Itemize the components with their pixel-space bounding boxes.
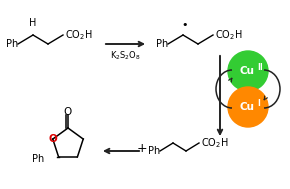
- Text: +: +: [137, 142, 147, 154]
- Text: Ph: Ph: [148, 146, 160, 156]
- Text: II: II: [257, 63, 263, 71]
- Text: Ph: Ph: [6, 39, 18, 49]
- Text: I: I: [257, 98, 260, 108]
- Text: Cu: Cu: [240, 102, 255, 112]
- Text: CO$_2$H: CO$_2$H: [201, 136, 229, 150]
- Text: O: O: [48, 134, 57, 144]
- Circle shape: [228, 87, 268, 127]
- Text: Ph: Ph: [156, 39, 168, 49]
- Text: CO$_2$H: CO$_2$H: [215, 28, 243, 42]
- Text: Ph: Ph: [32, 154, 45, 164]
- Text: Cu: Cu: [240, 66, 255, 76]
- Text: CO$_2$H: CO$_2$H: [65, 28, 93, 42]
- Text: H: H: [29, 18, 37, 28]
- Text: •: •: [182, 20, 188, 30]
- Text: K$_2$S$_2$O$_8$: K$_2$S$_2$O$_8$: [110, 50, 141, 63]
- Circle shape: [228, 51, 268, 91]
- Text: O: O: [64, 107, 72, 117]
